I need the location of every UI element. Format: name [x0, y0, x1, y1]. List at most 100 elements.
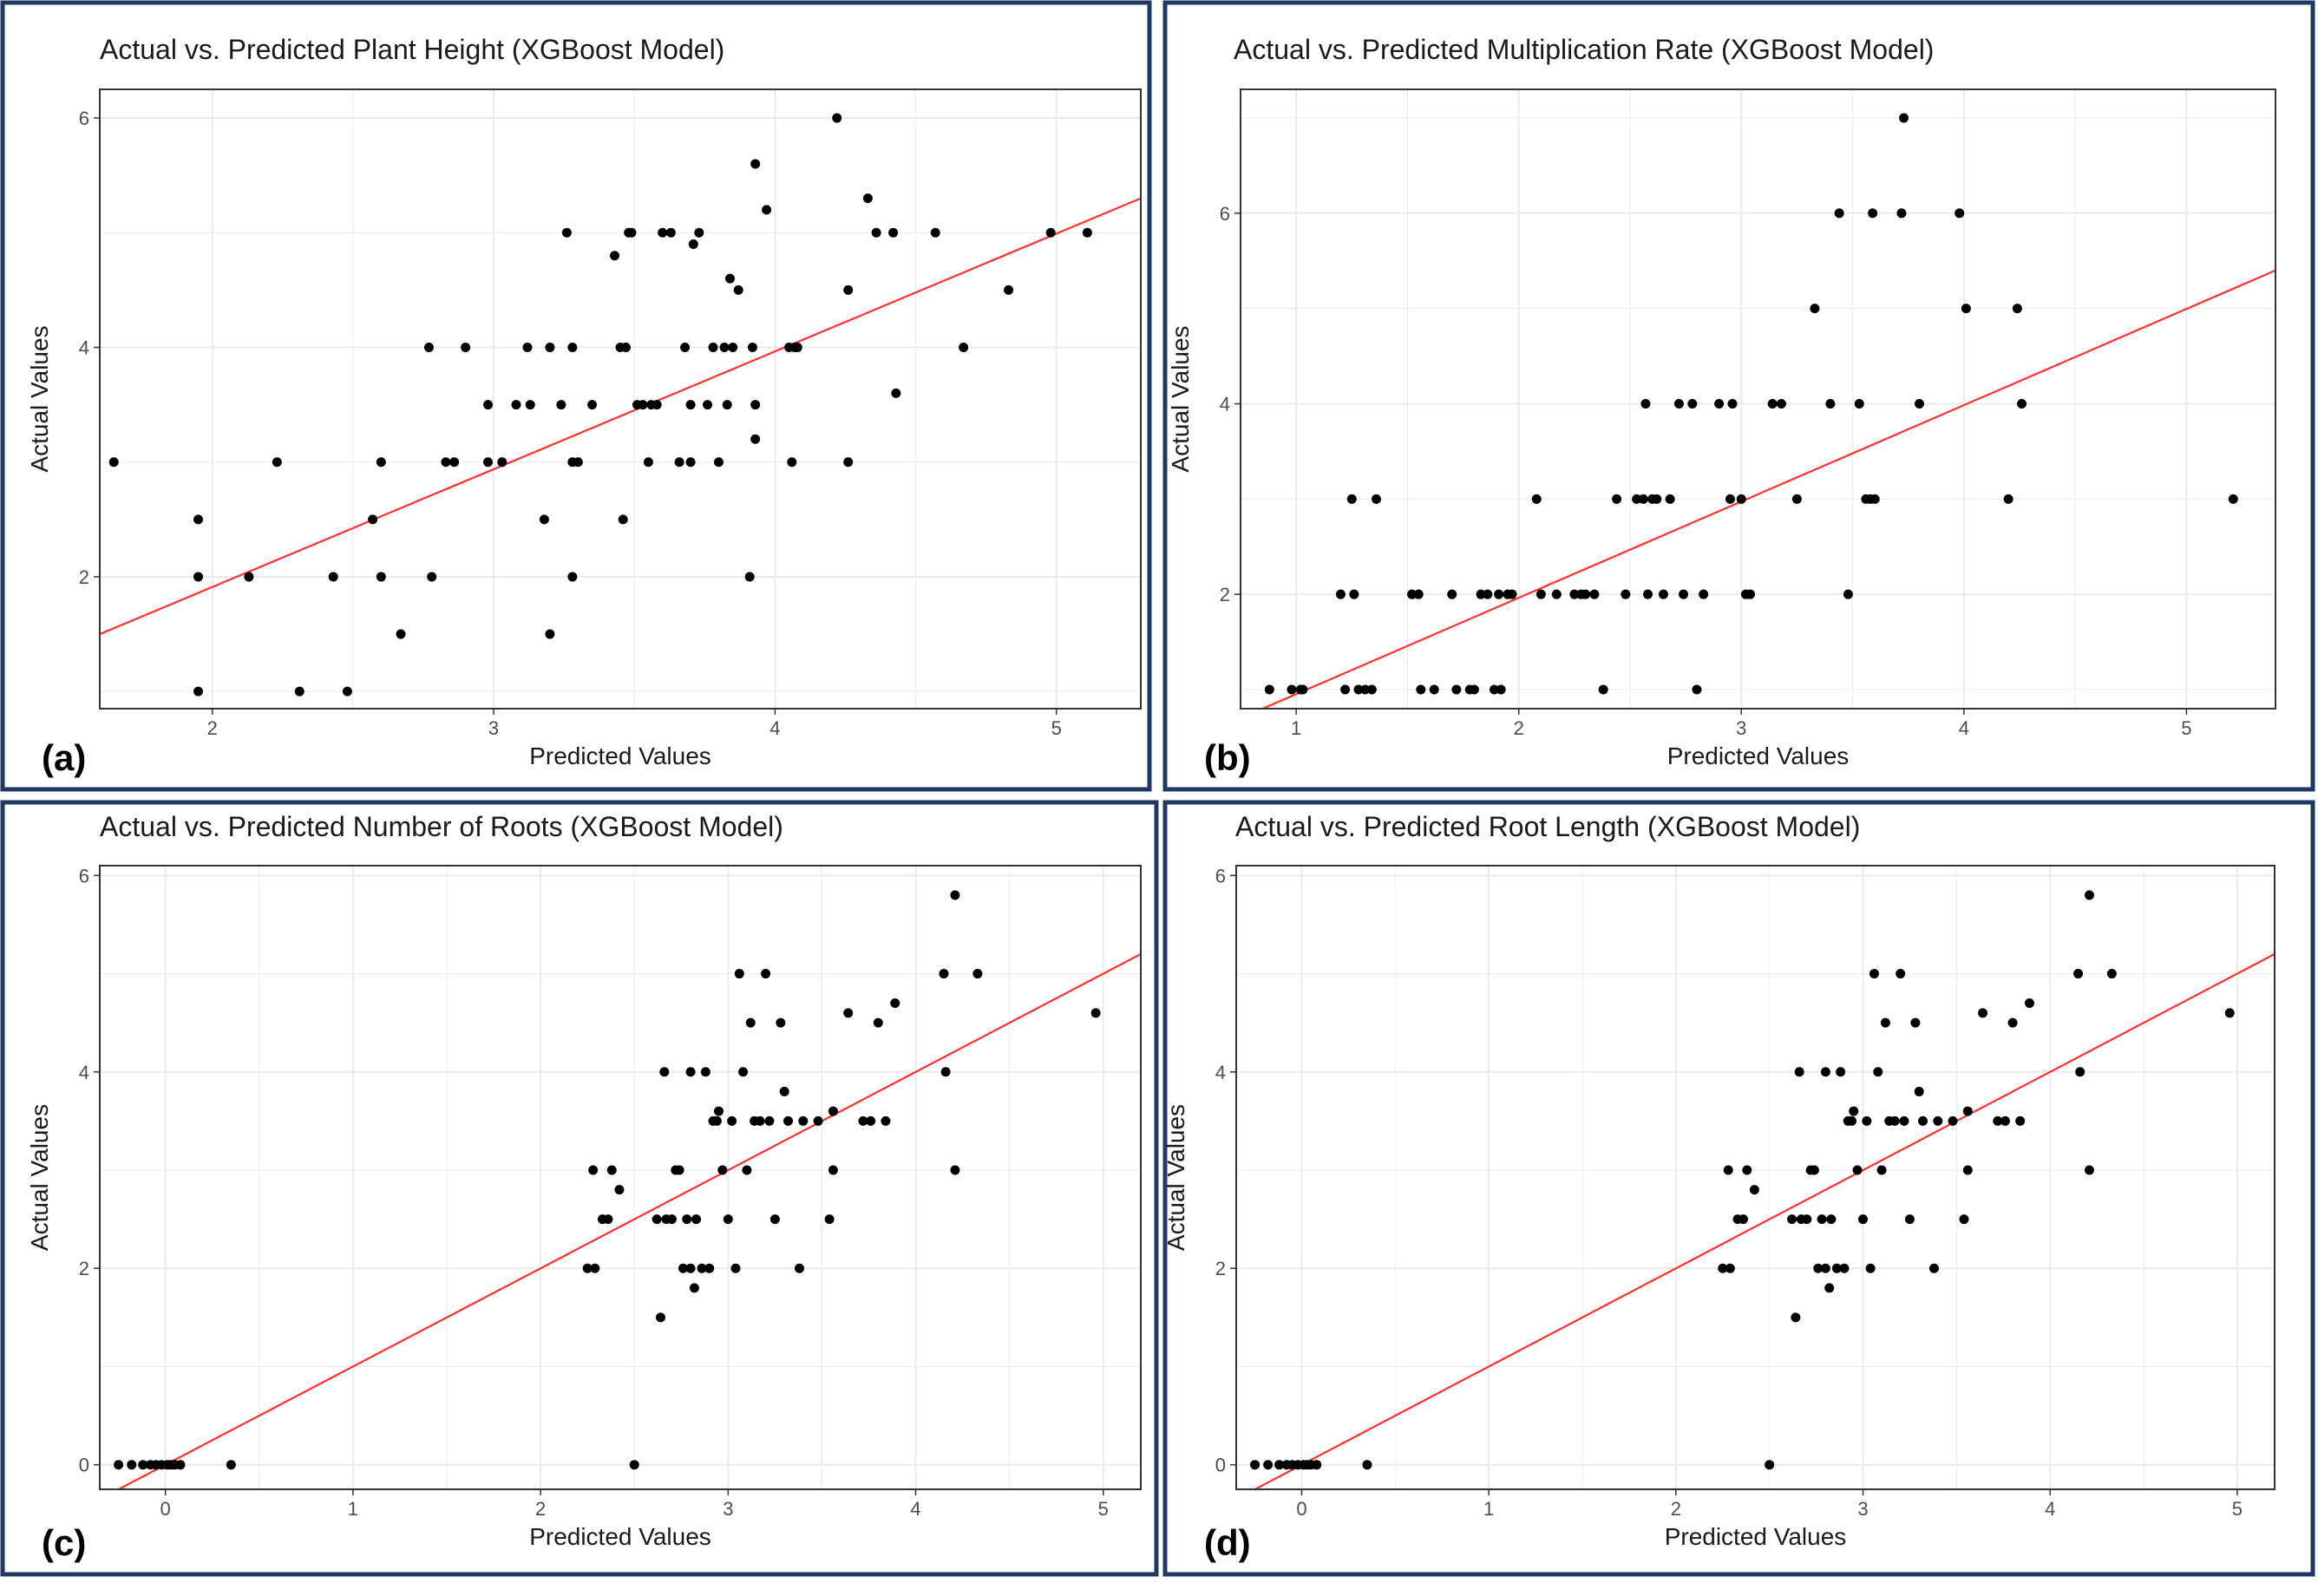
data-point — [678, 1263, 688, 1273]
data-point — [828, 1106, 838, 1116]
data-point — [368, 514, 378, 525]
x-tick-label: 2 — [1671, 1498, 1681, 1520]
data-point — [127, 1460, 137, 1470]
data-point — [719, 343, 730, 352]
data-point — [1349, 589, 1359, 599]
data-point — [1407, 589, 1418, 599]
data-point — [1598, 684, 1608, 695]
data-point — [873, 1017, 883, 1028]
data-point — [1531, 494, 1542, 504]
data-point — [694, 227, 704, 238]
data-point — [1809, 1165, 1819, 1175]
data-point — [1862, 1115, 1872, 1126]
data-point — [939, 969, 949, 979]
data-point — [769, 1214, 780, 1225]
data-point — [1899, 113, 1909, 123]
data-point — [2084, 890, 2094, 900]
chart-title: Actual vs. Predicted Plant Height (XGBoo… — [100, 34, 724, 65]
fit-line — [1253, 952, 2275, 1489]
data-point — [1312, 1460, 1322, 1470]
data-point — [1802, 1214, 1812, 1225]
data-point — [1791, 494, 1802, 504]
data-point — [714, 457, 724, 468]
panel-frame — [0, 800, 1159, 1577]
data-point — [652, 1214, 662, 1225]
data-point — [891, 388, 901, 398]
data-point — [567, 343, 578, 352]
data-point — [193, 514, 204, 525]
data-point — [2015, 1115, 2026, 1126]
y-axis-label: Actual Values — [26, 1104, 53, 1251]
data-point — [610, 251, 620, 261]
x-tick-label: 1 — [348, 1498, 358, 1520]
data-point — [294, 686, 304, 697]
data-point — [1831, 1263, 1842, 1273]
y-tick-label: 6 — [1215, 865, 1226, 886]
data-point — [2024, 998, 2034, 1009]
data-points — [1250, 890, 2235, 1470]
data-point — [787, 457, 797, 468]
chart-panel-d: 0 1 2 3 4 5 0 2 4 6 Actual vs. Predicted Root Leng… — [1162, 800, 2315, 1577]
data-point — [755, 1115, 765, 1126]
data-point — [1416, 684, 1426, 695]
y-tick-label: 0 — [79, 1455, 89, 1476]
data-point — [175, 1460, 186, 1470]
data-point — [1569, 589, 1580, 599]
data-point — [1962, 1106, 1973, 1116]
data-point — [689, 1283, 699, 1293]
data-point — [1869, 494, 1880, 504]
panel-label: (b) — [1204, 737, 1251, 778]
plot-border — [1235, 865, 2275, 1490]
chart-title: Actual vs. Predicted Number of Roots (XG… — [100, 811, 783, 842]
data-point — [244, 572, 254, 582]
data-point — [1621, 589, 1631, 599]
data-point — [1915, 398, 1925, 409]
data-point — [1820, 1263, 1830, 1273]
data-point — [1869, 969, 1879, 979]
data-point — [828, 1165, 838, 1175]
data-point — [1496, 684, 1506, 695]
data-point — [717, 1165, 728, 1175]
data-point — [1335, 589, 1346, 599]
data-point — [1494, 589, 1504, 599]
data-point — [1843, 589, 1853, 599]
data-point — [691, 1214, 702, 1225]
data-point — [708, 343, 718, 352]
data-point — [1360, 684, 1371, 695]
x-tick-label: 5 — [1051, 717, 1062, 739]
x-tick-label: 4 — [1959, 717, 1969, 739]
data-point — [1749, 1185, 1759, 1195]
data-point — [1767, 398, 1778, 409]
data-point — [114, 1460, 124, 1470]
data-point — [556, 400, 566, 410]
plot-border — [1240, 88, 2276, 710]
data-point — [728, 343, 738, 352]
data-point — [1873, 1067, 1883, 1077]
data-point — [734, 969, 744, 979]
data-point — [1692, 684, 1702, 695]
data-point — [1910, 1017, 1921, 1028]
x-tick-label: 2 — [535, 1498, 546, 1520]
x-tick-label: 1 — [1291, 717, 1301, 739]
data-point — [697, 1263, 707, 1273]
data-point — [1889, 1115, 1900, 1126]
data-point — [764, 1115, 775, 1126]
data-point — [138, 1460, 148, 1470]
data-point — [522, 343, 533, 352]
data-point — [614, 1185, 625, 1195]
data-point — [1679, 589, 1689, 599]
data-point — [193, 572, 204, 582]
data-point — [1880, 1017, 1890, 1028]
data-point — [461, 343, 471, 352]
data-point — [1640, 398, 1651, 409]
chart-panel-a: 2 3 4 5 2 4 6 Actual vs. Predicted Plant Height… — [0, 0, 1152, 792]
x-tick-label: 4 — [769, 717, 780, 739]
data-point — [497, 457, 507, 468]
data-point — [750, 400, 761, 410]
data-point — [688, 239, 698, 249]
data-point — [1638, 494, 1648, 504]
data-point — [1353, 684, 1364, 695]
data-point — [1876, 1165, 1887, 1175]
data-point — [1718, 1263, 1728, 1273]
